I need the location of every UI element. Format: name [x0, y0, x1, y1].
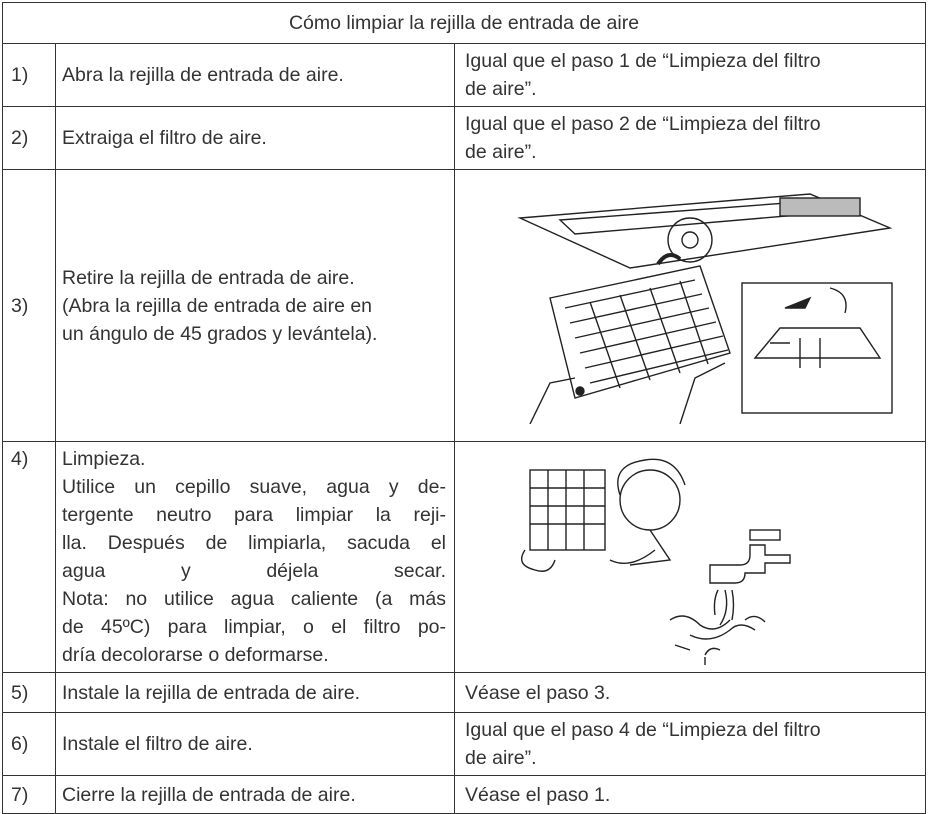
step-reference: Igual que el paso 1 de “Limpieza del fil… [454, 43, 926, 107]
step-text: Instale el filtro de aire. [55, 712, 455, 776]
step-reference [454, 169, 926, 442]
text-line: Instale la rejilla de entrada de aire. [62, 681, 361, 704]
text-line: Véase el paso 1. [465, 783, 611, 806]
text-line: Utilice un cepillo suave, agua y de- [62, 476, 446, 498]
text-line: agua y déjela secar. [62, 560, 446, 582]
table-row: 1) Abra la rejilla de entrada de aire. Igu… [2, 43, 926, 107]
step-number: 5) [2, 672, 56, 713]
illustration-remove-grille [517, 192, 893, 424]
step-number: 2) [2, 106, 56, 170]
text-line: de aire”. [465, 747, 537, 769]
step-text: Cierre la rejilla de entrada de aire. [55, 775, 455, 814]
text-line: de aire”. [465, 78, 537, 100]
step-number: 3) [2, 169, 56, 442]
table-row: 5) Instale la rejilla de entrada de aire.… [2, 672, 926, 713]
illustration-cleaning [521, 458, 791, 665]
step-number: 6) [2, 712, 56, 776]
text-line: Igual que el paso 4 de “Limpieza del fil… [465, 719, 821, 741]
step-text: Instale la rejilla de entrada de aire. [55, 672, 455, 713]
text-line: Instale el filtro de aire. [62, 733, 253, 755]
step-text: Abra la rejilla de entrada de aire. [55, 43, 455, 107]
text-line: Igual que el paso 2 de “Limpieza del fil… [465, 113, 821, 135]
text-line: tergente neutro para limpiar la reji- [62, 504, 446, 526]
step-reference [454, 441, 926, 673]
text-line: dría decolorarse o deformarse. [62, 644, 329, 666]
text-line: Nota: no utilice agua caliente (a más [62, 588, 446, 610]
text-line: Extraiga el filtro de aire. [62, 127, 267, 149]
text-line: de 45ºC) para limpiar, o el filtro po- [62, 616, 446, 638]
table-row: 7) Cierre la rejilla de entrada de aire. V… [2, 775, 926, 814]
text-line: de aire”. [465, 141, 537, 163]
text-line: (Abra la rejilla de entrada de aire en [62, 294, 373, 317]
text-line: Igual que el paso 1 de “Limpieza del fil… [465, 50, 821, 72]
step-reference: Véase el paso 1. [454, 775, 926, 814]
text-line: Cierre la rejilla de entrada de aire. [62, 783, 356, 806]
table-row: 2) Extraiga el filtro de aire. Igual que e… [2, 106, 926, 170]
step-text: Extraiga el filtro de aire. [55, 106, 455, 170]
step-text: Retire la rejilla de entrada de aire. (Ab… [55, 169, 455, 442]
step-number: 1) [2, 43, 56, 107]
step-text: Limpieza. Utilice un cepillo suave, agua … [55, 441, 455, 673]
table-title: Cómo limpiar la rejilla de entrada de ai… [2, 2, 926, 44]
table-row: 3) Retire la rejilla de entrada de aire. (… [2, 169, 926, 442]
text-line: lla. Después de limpiarla, sacuda el [62, 532, 446, 554]
step-reference: Véase el paso 3. [454, 672, 926, 713]
table-row: 4) Limpieza. Utilice un cepillo suave, agu… [2, 441, 926, 673]
text-line: Limpieza. [62, 448, 146, 470]
step-number: 7) [2, 775, 56, 814]
step-reference: Igual que el paso 4 de “Limpieza del fil… [454, 712, 926, 776]
text-line: Abra la rejilla de entrada de aire. [62, 64, 344, 86]
step-reference: Igual que el paso 2 de “Limpieza del fil… [454, 106, 926, 170]
table-row: 6) Instale el filtro de aire. Igual que el… [2, 712, 926, 776]
text-line: un ángulo de 45 grados y levántela). [62, 322, 378, 345]
text-line: Retire la rejilla de entrada de aire. [62, 266, 355, 289]
step-number: 4) [2, 441, 56, 673]
text-line: Véase el paso 3. [465, 681, 611, 704]
